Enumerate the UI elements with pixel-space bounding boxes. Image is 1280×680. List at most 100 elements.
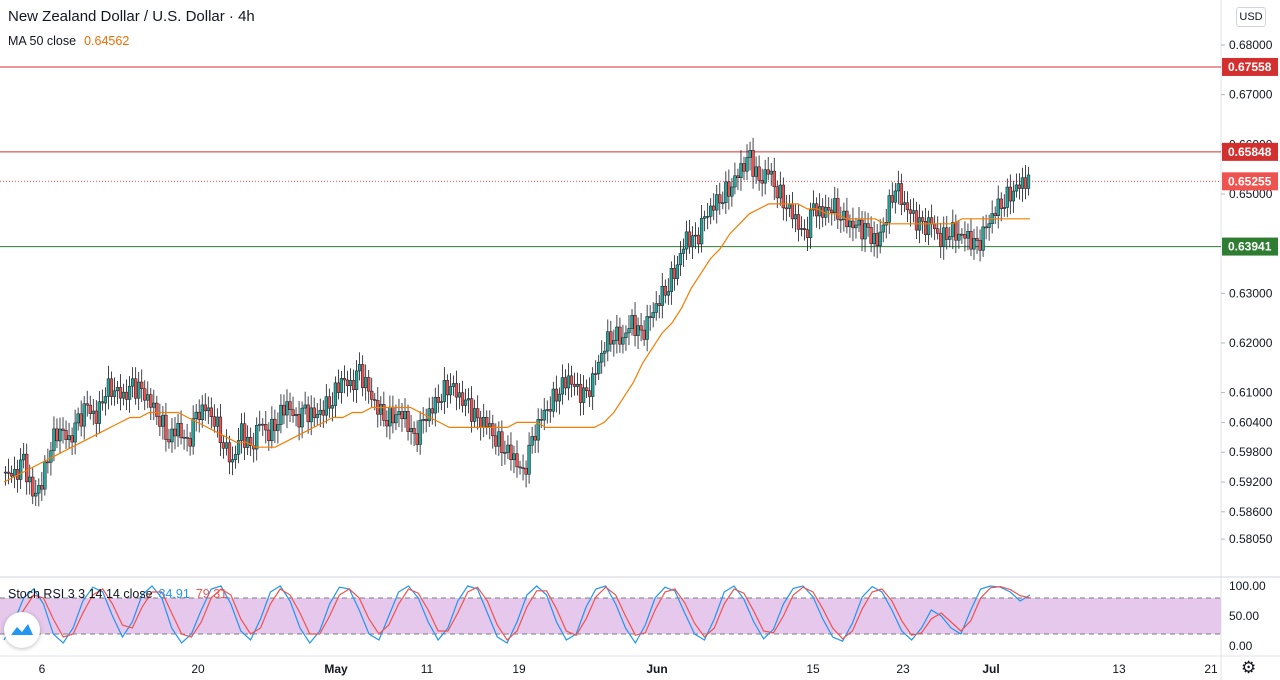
stoch-k-value: 84.91: [158, 587, 190, 601]
candle-body: [451, 383, 456, 387]
candle-body: [591, 373, 595, 397]
candle-body: [739, 163, 743, 179]
candle-body: [34, 492, 38, 497]
candle-body: [793, 214, 798, 220]
candle-body: [1005, 186, 1009, 208]
candle-body: [445, 380, 450, 396]
candle-body: [530, 436, 534, 446]
candle-body: [236, 440, 241, 455]
candle-body: [702, 216, 707, 219]
candle-body: [730, 186, 734, 197]
price-level-tag-text: 0.63941: [1228, 240, 1272, 254]
candle-body: [3, 471, 8, 474]
price-level-tag: [1222, 57, 1278, 76]
candle-body: [430, 408, 434, 414]
candle-body: [687, 231, 692, 248]
candle-body: [866, 223, 870, 228]
time-axis[interactable]: 6 20 May 11 19 Jun 15 23 Jul 13 21: [39, 662, 1218, 676]
candle-body: [103, 396, 108, 404]
candle-body: [203, 404, 207, 412]
candle-body: [814, 203, 819, 217]
candle-body: [527, 444, 531, 475]
candle-body: [799, 228, 804, 230]
candle-body: [336, 382, 341, 393]
price-level-tag: [1222, 237, 1278, 256]
candle-body: [584, 387, 589, 391]
tradingview-logo-icon[interactable]: [4, 612, 40, 648]
time-tick-label: 6: [39, 662, 46, 676]
candle-body: [227, 442, 232, 463]
candle-body: [981, 226, 985, 251]
candle-body: [699, 218, 704, 245]
candle-body: [388, 406, 392, 427]
candle-body: [379, 404, 383, 415]
candle-body: [37, 485, 41, 494]
time-tick-label: 23: [896, 662, 910, 676]
candle-body: [309, 407, 313, 423]
price-axis[interactable]: 0.680000.670000.660000.650000.630000.620…: [1221, 38, 1273, 546]
candle-body: [333, 382, 338, 406]
candle-body: [155, 402, 159, 417]
horizontal-levels[interactable]: [0, 66, 1221, 248]
candle-body: [969, 231, 973, 250]
candle-body: [270, 418, 274, 441]
candle-body: [239, 423, 244, 441]
candle-body: [149, 394, 153, 408]
candle-body: [415, 433, 419, 445]
candle-body: [397, 411, 401, 416]
candle-body: [926, 217, 931, 235]
candle-body: [769, 170, 773, 175]
candle-body: [354, 370, 359, 390]
candle-body: [297, 414, 301, 428]
candle-body: [666, 291, 670, 296]
candle-body: [675, 264, 680, 279]
candle-body: [960, 233, 964, 236]
candle-body: [715, 194, 719, 211]
candle-body: [497, 431, 501, 447]
candle-body: [1017, 184, 1022, 189]
candle-body: [920, 217, 925, 222]
price-tick-label: 0.61000: [1229, 386, 1273, 400]
candle-body: [373, 399, 377, 401]
candle-body: [778, 184, 782, 199]
candle-body: [164, 414, 168, 440]
candle-body: [267, 429, 271, 441]
candle-body: [929, 217, 934, 225]
candle-body: [972, 238, 976, 250]
candle-body: [951, 222, 955, 237]
ma-value: 0.64562: [84, 34, 130, 48]
time-tick-label: 11: [421, 662, 434, 676]
currency-button[interactable]: USD: [1236, 7, 1266, 27]
candle-body: [914, 210, 919, 231]
candle-body: [872, 233, 876, 244]
ma-legend[interactable]: MA 50 close 0.64562: [8, 34, 129, 48]
candle-body: [367, 377, 371, 392]
stoch-legend[interactable]: Stoch RSI 3 3 14 14 close 84.91 79.31: [8, 587, 227, 601]
price-level-tag-text: 0.65848: [1228, 145, 1272, 159]
candle-body: [212, 416, 216, 427]
candle-body: [754, 166, 758, 177]
candle-body: [488, 423, 492, 427]
candle-body: [58, 428, 62, 442]
candle-body: [463, 399, 468, 406]
candle-body: [1014, 184, 1019, 192]
settings-gear-icon[interactable]: ⚙: [1241, 658, 1257, 677]
candle-body: [179, 423, 183, 438]
candle-body: [757, 166, 761, 181]
chart-title: New Zealand Dollar / U.S. Dollar · 4h: [8, 8, 255, 25]
candle-body: [1026, 174, 1031, 189]
candle-body: [28, 476, 32, 483]
candle-body: [663, 285, 667, 296]
candle-body: [509, 444, 513, 460]
candle-body: [348, 380, 353, 387]
candle-body: [1020, 177, 1025, 189]
candle-body: [606, 331, 610, 352]
candle-body: [152, 402, 156, 408]
candle-body: [288, 401, 292, 410]
candle-body: [391, 406, 395, 424]
candle-body: [987, 223, 991, 228]
candle-body: [657, 303, 661, 306]
candle-body: [572, 383, 577, 387]
candle-body: [357, 364, 362, 372]
